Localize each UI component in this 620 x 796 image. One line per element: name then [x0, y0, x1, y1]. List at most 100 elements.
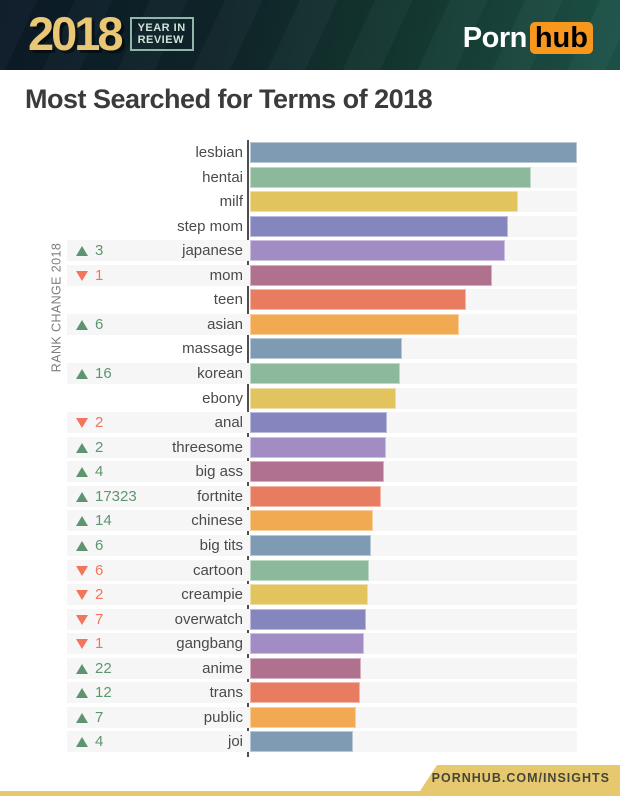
bar-label: lesbian: [195, 144, 243, 161]
rank-change-annotation: 2: [76, 584, 103, 605]
rank-up-icon: [76, 712, 88, 723]
bar-label: anal: [214, 414, 243, 431]
bar-hentai: [250, 167, 532, 188]
rank-change-annotation: 22: [76, 658, 112, 679]
bar-label: big tits: [199, 537, 243, 554]
rank-change-axis-label: RANK CHANGE 2018: [49, 242, 64, 373]
bar-label: fortnite: [197, 488, 243, 505]
rank-up-icon: [76, 663, 88, 674]
rank-up-icon: [76, 245, 88, 256]
bar-label: joi: [227, 733, 243, 750]
bar-label: massage: [182, 340, 243, 357]
rank-change-value: 14: [95, 512, 112, 529]
bar-asian: [250, 314, 460, 335]
rank-change-annotation: 14: [76, 510, 112, 531]
rank-change-value: 3: [95, 242, 104, 259]
year-in-review-logo: 2018 YEAR IN REVIEW: [28, 7, 194, 60]
bar-label: korean: [197, 365, 243, 382]
bar-big-tits: [250, 535, 371, 556]
rank-change-annotation: 17323: [76, 486, 137, 507]
bar-overwatch: [250, 609, 367, 630]
bar-gangbang: [250, 633, 365, 654]
bar-massage: [250, 338, 403, 359]
rank-up-icon: [76, 319, 88, 330]
rank-down-icon: [76, 638, 88, 649]
rank-change-annotation: 3: [76, 240, 103, 261]
bar-big-ass: [250, 461, 385, 482]
bar-milf: [250, 191, 519, 212]
bar-label: japanese: [182, 242, 243, 259]
bar-ebony: [250, 388, 396, 409]
bar-label: gangbang: [176, 635, 243, 652]
rank-change-annotation: 1: [76, 265, 103, 286]
rank-change-value: 2: [95, 414, 104, 431]
rank-change-value: 1: [95, 635, 104, 652]
bar-label: big ass: [195, 463, 243, 480]
bar-chinese: [250, 510, 373, 531]
rank-change-value: 17323: [95, 488, 137, 505]
rank-change-value: 6: [95, 316, 104, 333]
bar-mom: [250, 265, 492, 286]
bar-label: anime: [202, 660, 243, 677]
rank-change-value: 4: [95, 463, 104, 480]
rank-change-annotation: 6: [76, 560, 103, 581]
bar-label: mom: [209, 267, 243, 284]
rank-up-icon: [76, 687, 88, 698]
rank-change-value: 6: [95, 537, 104, 554]
bar-label: overwatch: [174, 611, 243, 628]
rank-change-value: 1: [95, 267, 104, 284]
rank-change-value: 2: [95, 586, 104, 603]
rank-up-icon: [76, 442, 88, 453]
rank-up-icon: [76, 368, 88, 379]
rank-down-icon: [76, 614, 88, 625]
rank-up-icon: [76, 491, 88, 502]
footer-banner: PORNHUB.COM/INSIGHTS: [420, 765, 620, 791]
rank-change-annotation: 6: [76, 535, 103, 556]
bar-public: [250, 707, 357, 728]
bar-label: threesome: [172, 439, 243, 456]
bar-label: asian: [207, 316, 243, 333]
bar-creampie: [250, 584, 368, 605]
bar-label: ebony: [202, 390, 243, 407]
footer-url: PORNHUB.COM/INSIGHTS: [431, 771, 610, 785]
rank-change-value: 7: [95, 611, 104, 628]
rank-change-value: 12: [95, 684, 112, 701]
rank-change-annotation: 7: [76, 707, 103, 728]
rank-down-icon: [76, 589, 88, 600]
bar-japanese: [250, 240, 506, 261]
bar-trans: [250, 682, 360, 703]
rank-down-icon: [76, 270, 88, 281]
bar-threesome: [250, 437, 386, 458]
logo-2018-text: 2018: [28, 7, 124, 60]
bar-label: public: [203, 709, 243, 726]
bar-korean: [250, 363, 401, 384]
rank-change-annotation: 7: [76, 609, 103, 630]
bar-label: trans: [209, 684, 243, 701]
bar-label: milf: [219, 193, 243, 210]
bar-label: step mom: [177, 218, 243, 235]
rank-up-icon: [76, 736, 88, 747]
pornhub-logo-hub: hub: [529, 22, 593, 54]
rank-change-annotation: 16: [76, 363, 112, 384]
rank-change-annotation: 1: [76, 633, 103, 654]
rank-up-icon: [76, 540, 88, 551]
rank-change-value: 4: [95, 733, 104, 750]
bar-anime: [250, 658, 362, 679]
rank-down-icon: [76, 565, 88, 576]
rank-change-annotation: 4: [76, 731, 103, 752]
bar-teen: [250, 289, 466, 310]
rank-change-value: 2: [95, 439, 104, 456]
page-title: Most Searched for Terms of 2018: [25, 84, 433, 114]
rank-change-value: 7: [95, 709, 104, 726]
rank-change-annotation: 12: [76, 682, 112, 703]
rank-up-icon: [76, 466, 88, 477]
header-banner: 2018 YEAR IN REVIEW Porn hub: [0, 0, 620, 70]
bar-label: cartoon: [192, 562, 243, 579]
rank-up-icon: [76, 515, 88, 526]
bar-step-mom: [250, 216, 509, 237]
rank-change-annotation: 2: [76, 437, 103, 458]
pornhub-logo: Porn hub: [463, 22, 593, 54]
footer-strip: [0, 791, 620, 796]
bar-anal: [250, 412, 388, 433]
